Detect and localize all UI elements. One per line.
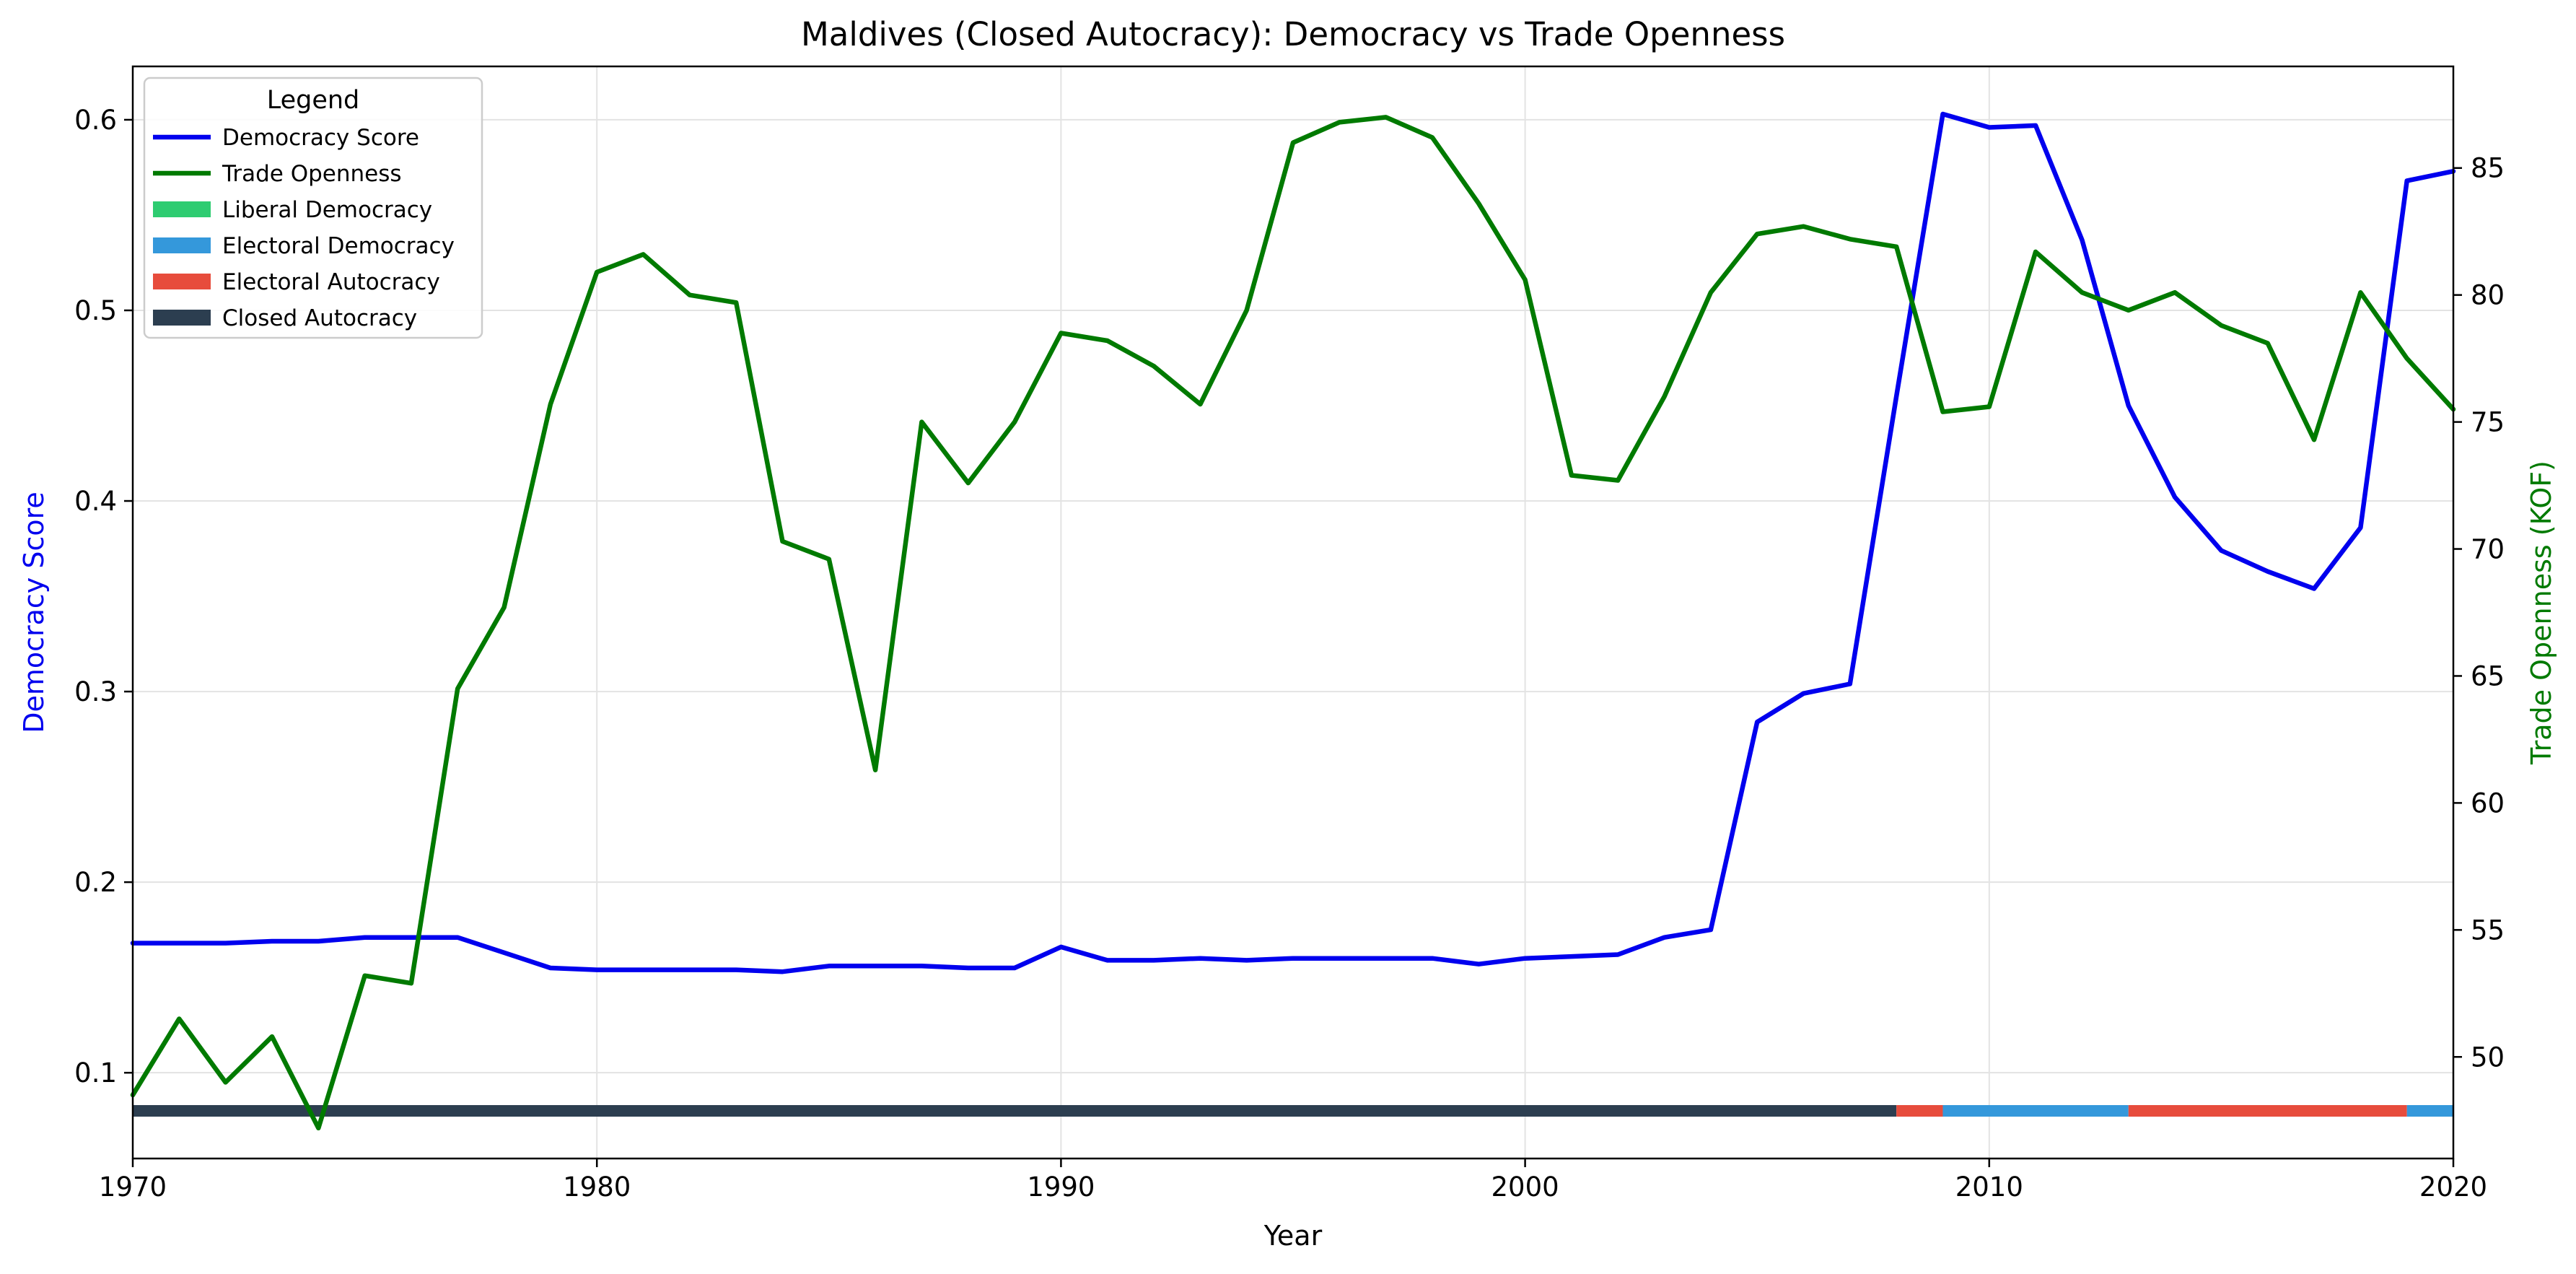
y-right-axis-title: Trade Openness (KOF) [2525,461,2557,765]
regime-segment-3 [2128,1104,2407,1117]
regime-segment-2 [1942,1104,2129,1117]
y-left-tick-label-2: 0.3 [74,676,117,707]
chart-title: Maldives (Closed Autocracy): Democracy v… [801,15,1785,53]
legend-swatch-electoral-autocracy [153,274,211,289]
y-left-tick-label-3: 0.4 [74,486,117,517]
y-left-tick-label-4: 0.5 [74,295,117,326]
legend-swatch-closed-autocracy [153,310,211,326]
x-tick-label-5: 2020 [2419,1172,2487,1203]
legend-title: Legend [267,86,360,115]
x-axis-title: Year [1263,1220,1323,1252]
y-right-tick-label-0: 50 [2471,1042,2505,1073]
plot-frame [131,65,2455,1160]
y-left-tick-label-0: 0.1 [74,1057,117,1088]
legend: Legend Democracy Score Trade Openness Liber… [143,77,483,339]
series-lines [130,111,2456,1131]
regime-segment-0 [133,1104,1897,1117]
legend-box [143,77,483,339]
legend-swatch-electoral-democracy [153,237,211,253]
y-right-tick-label-1: 55 [2471,915,2505,946]
legend-label-electoral-autocracy: Electoral Autocracy [222,269,440,295]
y-right-tick-label-2: 60 [2471,787,2505,819]
x-tick-label-2: 1990 [1027,1172,1095,1203]
regime-segment-4 [2406,1104,2453,1117]
regime-bar [133,1104,2453,1117]
series-line-trade-openness [130,115,2456,1131]
legend-label-trade-openness: Trade Openness [222,161,402,187]
legend-label-closed-autocracy: Closed Autocracy [222,305,417,331]
series-line-democracy-score [130,111,2456,974]
regime-segment-1 [1896,1104,1943,1117]
y-right-tick-label-5: 75 [2471,407,2505,438]
legend-label-democracy-score: Democracy Score [222,125,419,151]
axes: 1970 1980 1990 2000 2010 2020 0.1 0.2 0.3 0.4 0.5 0… [74,105,2505,1203]
y-left-axis-title: Democracy Score [18,492,50,733]
x-tick-label-0: 1970 [99,1172,167,1203]
x-tick-label-1: 1980 [563,1172,631,1203]
y-right-tick-label-4: 70 [2471,534,2505,565]
legend-label-liberal-democracy: Liberal Democracy [222,197,432,223]
x-tick-label-4: 2010 [1955,1172,2023,1203]
legend-label-electoral-democracy: Electoral Democracy [222,233,455,259]
y-right-tick-label-6: 80 [2471,280,2505,311]
y-left-tick-label-1: 0.2 [74,867,117,898]
y-right-tick-label-7: 85 [2471,153,2505,184]
y-right-tick-label-3: 65 [2471,660,2505,691]
grid-lines [132,66,2454,1159]
y-left-tick-label-5: 0.6 [74,105,117,136]
legend-swatch-liberal-democracy [153,201,211,217]
x-tick-label-3: 2000 [1491,1172,1559,1203]
